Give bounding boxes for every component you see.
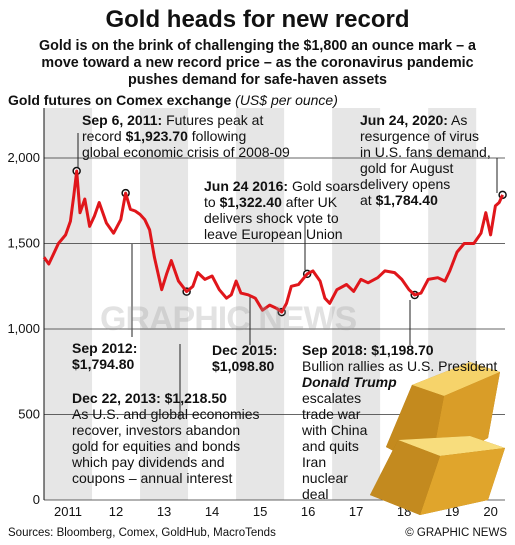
chart-unit: (US$ per ounce)	[235, 92, 338, 108]
annotation-sep-2011: Sep 6, 2011: Futures peak at record $1,9…	[82, 112, 290, 160]
gold-bars-image	[370, 362, 505, 515]
sources: Sources: Bloomberg, Comex, GoldHub, Macr…	[8, 527, 276, 539]
annotation-sep-2018: Sep 2018: $1,198.70 Bullion rallies as U…	[302, 342, 498, 502]
x-tick-label: 13	[157, 504, 171, 519]
annotation-dec-2013: Dec 22, 2013: $1,218.50 As U.S. and glob…	[72, 390, 260, 486]
year-band	[44, 108, 93, 500]
y-tick-label: 1,000	[7, 321, 40, 336]
y-tick-label: 1,500	[7, 236, 40, 251]
chart-header: Gold futures on Comex exchange (US$ per …	[8, 92, 338, 108]
y-tick-label: 2,000	[7, 150, 40, 165]
y-tick-label: 500	[18, 407, 40, 422]
y-tick-label: 0	[33, 492, 40, 507]
chart-label: Gold futures on Comex exchange	[8, 92, 232, 108]
x-tick-label: 17	[349, 504, 363, 519]
x-tick-label: 2011	[54, 504, 82, 519]
x-tick-label: 12	[109, 504, 123, 519]
page-subtitle: Gold is on the brink of challenging the …	[39, 38, 476, 88]
price-line	[42, 169, 504, 314]
annotation-jun-2020: Jun 24, 2020: As resurgence of virus in …	[360, 112, 491, 208]
annotation-jun-2016: Jun 24 2016: Gold soars to $1,322.40 aft…	[204, 178, 360, 242]
x-tick-label: 15	[253, 504, 267, 519]
annotation-sep-2012: Sep 2012: $1,794.80	[72, 340, 138, 372]
x-tick-label: 20	[483, 504, 497, 519]
year-band	[332, 108, 381, 500]
year-band	[140, 108, 189, 500]
x-tick-label: 16	[301, 504, 315, 519]
credit: © GRAPHIC NEWS	[405, 527, 507, 539]
page-title: Gold heads for new record	[105, 6, 410, 33]
annotation-dec-2015: Dec 2015: $1,098.80	[212, 342, 278, 374]
x-tick-label: 14	[205, 504, 219, 519]
watermark: GRAPHIC NEWS	[100, 300, 357, 338]
